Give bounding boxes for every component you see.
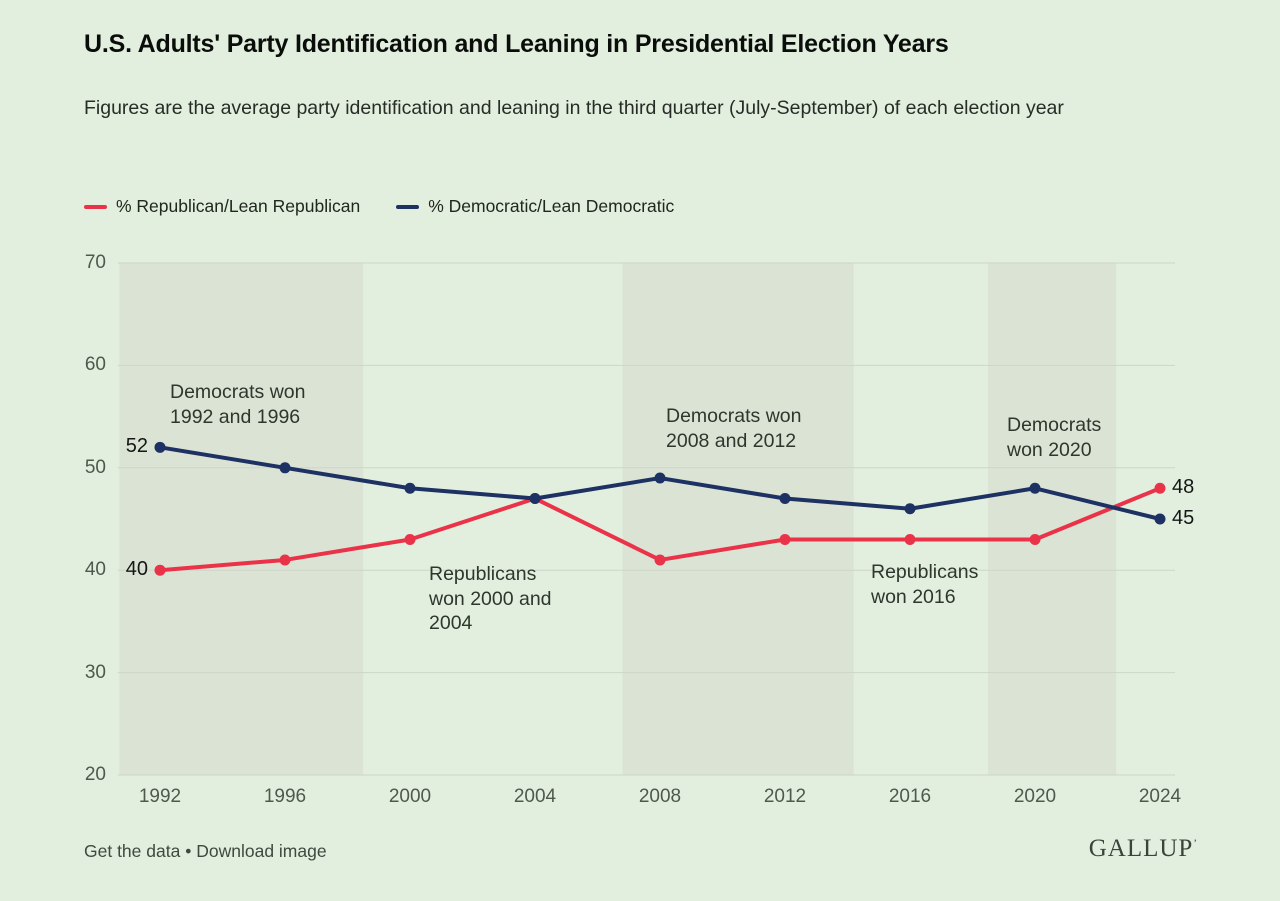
x-axis-tick-label: 1992 bbox=[138, 786, 182, 807]
y-axis-tick-label: 70 bbox=[84, 252, 106, 273]
republican-point-1996[interactable] bbox=[279, 554, 291, 566]
republican-point-2024[interactable] bbox=[1154, 482, 1166, 494]
republican-line-swatch bbox=[84, 204, 107, 209]
x-axis-tick-label: 2008 bbox=[638, 786, 682, 807]
democratic-point-2024[interactable] bbox=[1154, 513, 1166, 525]
x-axis-tick-label: 1996 bbox=[263, 786, 307, 807]
winner-band bbox=[988, 263, 1117, 775]
annotation-dems-won-1992-1996: Democrats won 1992 and 1996 bbox=[170, 381, 306, 428]
annotation-reps-won-2016: Republicans won 2016 bbox=[871, 561, 979, 608]
x-axis-tick-label: 2016 bbox=[888, 786, 932, 807]
winner-band bbox=[119, 263, 364, 775]
y-axis-tick-label: 50 bbox=[84, 456, 106, 478]
value-label-democratic-1992: 52 bbox=[125, 435, 148, 457]
winner-band bbox=[622, 263, 854, 775]
footer-separator: • bbox=[185, 841, 192, 861]
republican-point-2000[interactable] bbox=[404, 533, 416, 545]
x-axis-tick-label: 2020 bbox=[1013, 786, 1057, 807]
x-axis-tick-label: 2000 bbox=[388, 786, 432, 807]
x-axis-tick-label: 2004 bbox=[513, 786, 557, 807]
republican-point-2016[interactable] bbox=[904, 533, 916, 545]
democratic-point-2008[interactable] bbox=[654, 472, 666, 484]
democratic-line-swatch bbox=[396, 204, 420, 209]
annotation-dems-won-2020: Democrats won 2020 bbox=[1007, 414, 1102, 461]
gallup-logo: GALLUP’ bbox=[1088, 835, 1198, 862]
republican-point-2012[interactable] bbox=[779, 533, 791, 545]
legend: % Republican/Lean Republican % Democrati… bbox=[84, 196, 674, 217]
annotation-reps-won-2000-2004: Republicans won 2000 and 2004 bbox=[429, 563, 552, 634]
democratic-point-1992[interactable] bbox=[154, 441, 166, 453]
republican-point-2020[interactable] bbox=[1029, 533, 1041, 545]
get-the-data-link[interactable]: Get the data bbox=[84, 841, 181, 861]
value-label-republican-1992: 40 bbox=[125, 558, 148, 580]
y-axis-tick-label: 60 bbox=[84, 354, 106, 376]
y-axis-tick-label: 20 bbox=[84, 764, 106, 785]
logo-trademark: ’ bbox=[1193, 837, 1198, 850]
footer-links: Get the data • Download image bbox=[84, 841, 327, 862]
democratic-point-1996[interactable] bbox=[279, 462, 291, 474]
legend-item-democratic[interactable]: % Democratic/Lean Democratic bbox=[396, 196, 674, 217]
value-label-republican-2024: 48 bbox=[1172, 476, 1195, 498]
legend-item-republican[interactable]: % Republican/Lean Republican bbox=[84, 196, 360, 217]
legend-label-republican: % Republican/Lean Republican bbox=[116, 196, 361, 216]
y-axis-tick-label: 30 bbox=[84, 661, 106, 683]
chart-subtitle: Figures are the average party identifica… bbox=[84, 97, 1064, 119]
republican-point-1992[interactable] bbox=[154, 564, 166, 576]
legend-label-democratic: % Democratic/Lean Democratic bbox=[428, 196, 675, 216]
democratic-point-2004[interactable] bbox=[529, 493, 541, 505]
annotation-dems-won-2008-2012: Democrats won 2008 and 2012 bbox=[666, 405, 802, 452]
democratic-series bbox=[154, 441, 1166, 525]
democratic-point-2012[interactable] bbox=[779, 493, 791, 505]
y-axis-tick-label: 40 bbox=[84, 559, 106, 581]
democratic-point-2016[interactable] bbox=[904, 503, 916, 515]
x-axis-tick-label: 2012 bbox=[763, 786, 807, 807]
chart-title: U.S. Adults' Party Identification and Le… bbox=[84, 30, 949, 58]
democratic-point-2020[interactable] bbox=[1029, 482, 1041, 494]
democratic-point-2000[interactable] bbox=[404, 482, 416, 494]
download-image-link[interactable]: Download image bbox=[196, 841, 327, 861]
value-label-democratic-2024: 45 bbox=[1172, 507, 1195, 529]
republican-point-2008[interactable] bbox=[654, 554, 666, 566]
x-axis-tick-label: 2024 bbox=[1138, 786, 1182, 807]
